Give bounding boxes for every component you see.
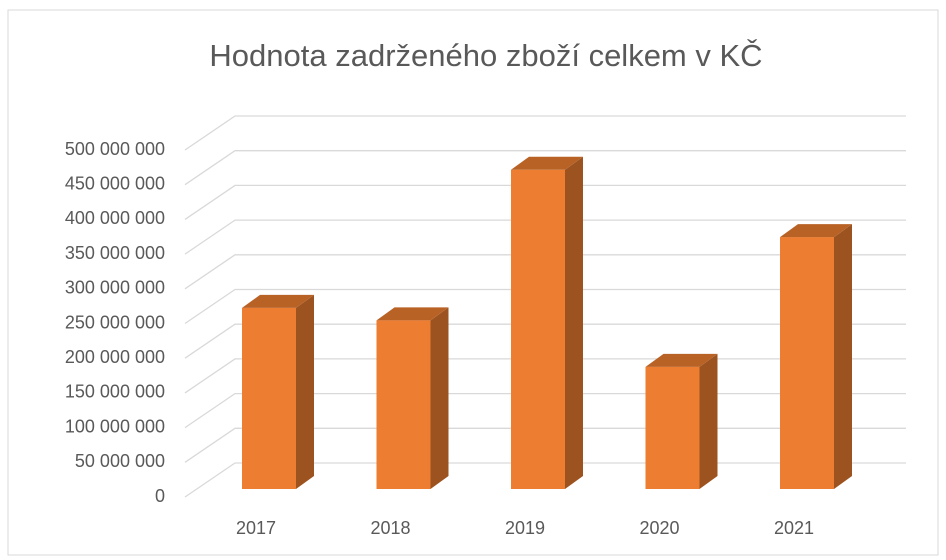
bar-front — [511, 169, 565, 489]
x-tick-label: 2019 — [505, 518, 545, 538]
chart-title: Hodnota zadrženého zboží celkem v KČ — [209, 38, 762, 73]
grid-line — [184, 219, 906, 255]
bar-top — [780, 224, 852, 238]
y-tick-label: 200 000 000 — [65, 347, 165, 367]
bar-side — [430, 307, 449, 489]
bar-side — [296, 294, 314, 489]
y-tick-label: 50 000 000 — [75, 451, 165, 471]
y-tick-label: 450 000 000 — [65, 173, 165, 193]
x-tick-label: 2021 — [774, 518, 814, 538]
bar-front — [376, 320, 431, 489]
y-tick-label: 400 000 000 — [65, 208, 165, 228]
y-tick-label: 250 000 000 — [65, 312, 165, 332]
y-tick-label: 0 — [155, 486, 165, 506]
grid-line — [184, 184, 906, 220]
x-tick-label: 2017 — [236, 518, 276, 538]
y-tick-label: 500 000 000 — [65, 139, 165, 159]
grid-line — [184, 115, 906, 151]
bar-front — [780, 237, 834, 489]
bar-top — [376, 307, 449, 321]
bar-side — [834, 224, 852, 489]
grid-line — [184, 288, 906, 325]
bar-front — [242, 307, 296, 489]
x-tick-label: 2020 — [639, 518, 679, 538]
bar-side — [699, 353, 718, 489]
grid-line — [184, 150, 906, 186]
y-tick-label: 300 000 000 — [65, 278, 165, 298]
bar-top — [242, 294, 314, 308]
grid-line — [184, 254, 906, 290]
bar-top — [511, 156, 583, 170]
bar-side — [565, 156, 583, 489]
y-tick-label: 150 000 000 — [65, 382, 165, 402]
bar-front — [645, 366, 700, 489]
bar-top — [645, 353, 718, 367]
y-tick-label: 350 000 000 — [65, 243, 165, 263]
x-tick-label: 2018 — [370, 518, 410, 538]
y-tick-label: 100 000 000 — [65, 416, 165, 436]
grid-line — [184, 323, 906, 359]
